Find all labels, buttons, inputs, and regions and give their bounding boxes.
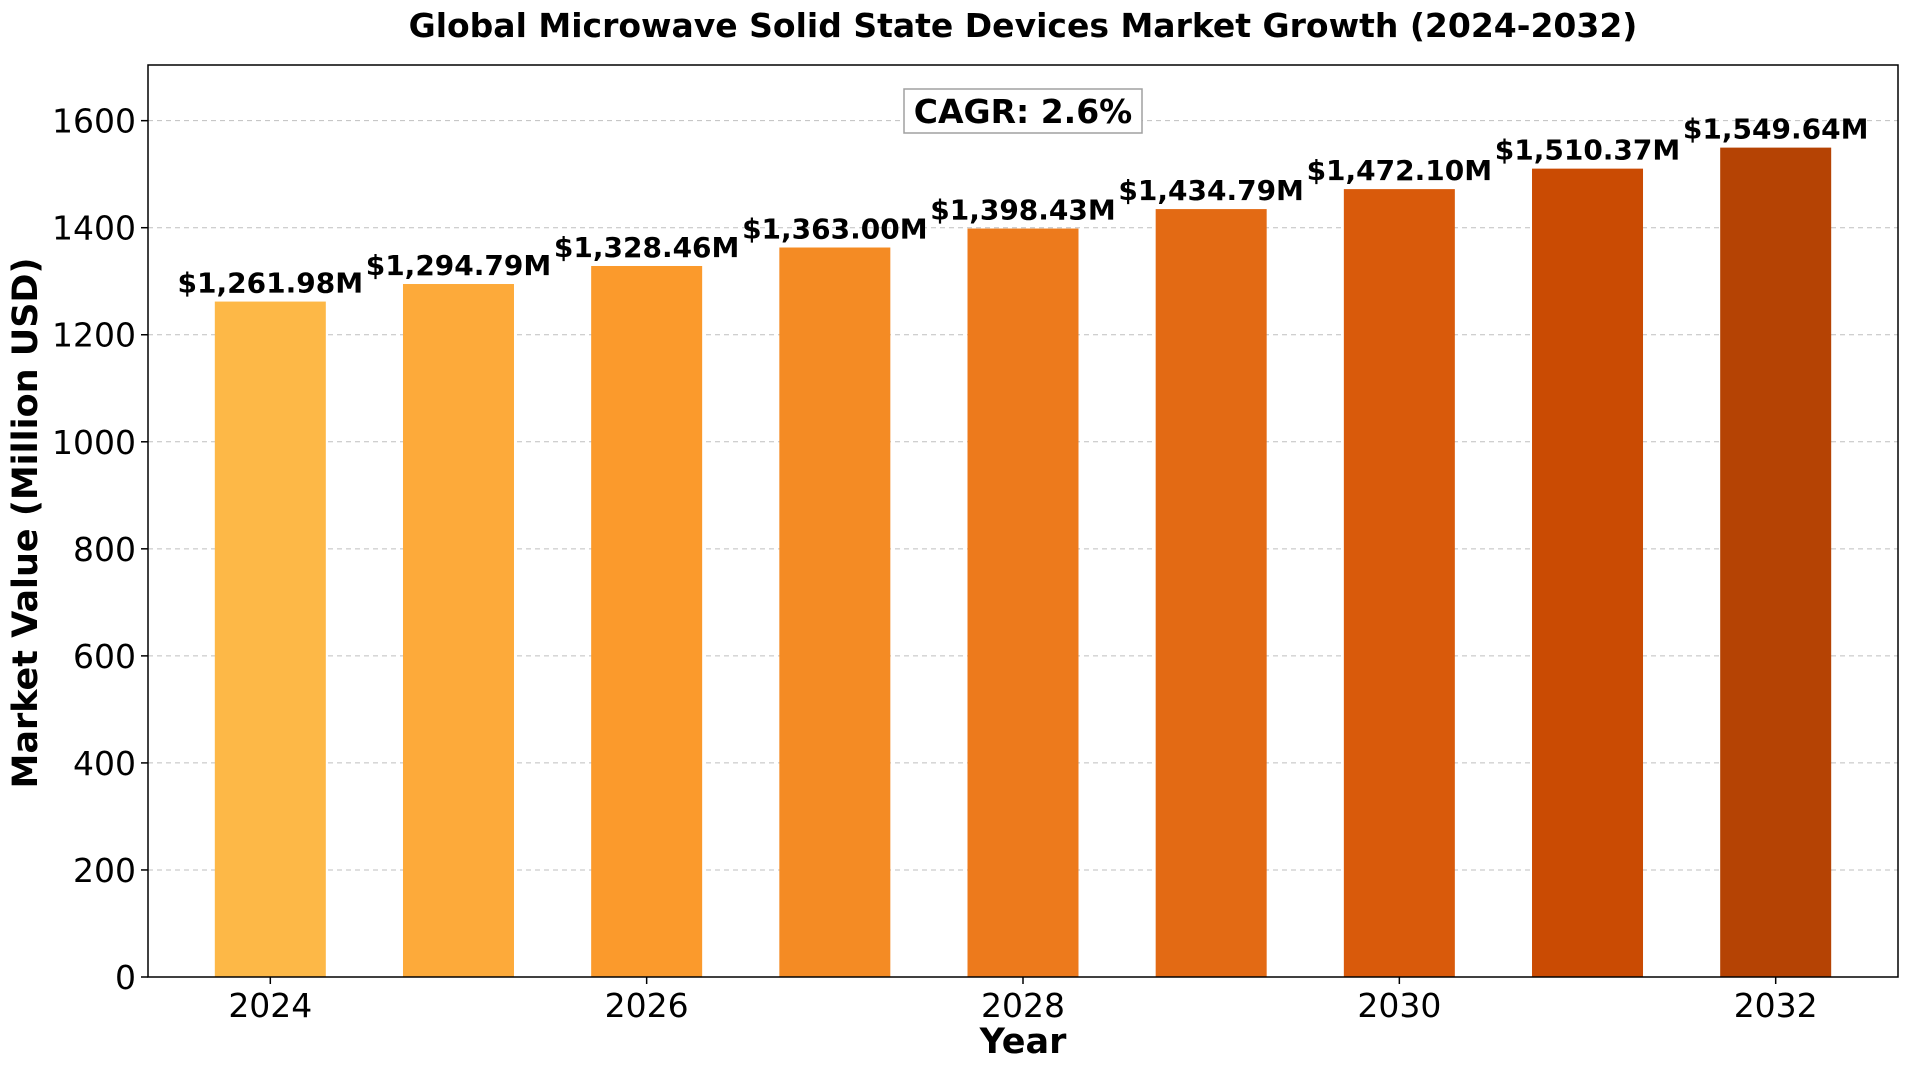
data-label-2030: $1,472.10M	[1307, 154, 1493, 187]
cagr-annotation-text: CAGR: 2.6%	[914, 92, 1132, 131]
data-labels: $1,261.98M$1,294.79M$1,328.46M$1,363.00M…	[178, 113, 1869, 300]
x-tick-label: 2026	[605, 986, 689, 1025]
data-label-2031: $1,510.37M	[1495, 134, 1681, 167]
x-tick-label: 2030	[1357, 986, 1441, 1025]
data-label-2024: $1,261.98M	[178, 267, 364, 300]
y-tick-label: 1200	[52, 316, 136, 355]
x-axis-ticks: 2024 2026 2028 2030 2032	[228, 977, 1818, 1025]
y-tick-label: 1000	[52, 423, 136, 462]
bar-2024	[214, 301, 326, 977]
y-tick-label: 800	[73, 530, 136, 569]
y-tick-label: 0	[115, 958, 136, 997]
y-tick-label: 400	[73, 744, 136, 783]
bar-2032	[1720, 147, 1832, 977]
chart-title: Global Microwave Solid State Devices Mar…	[409, 6, 1638, 45]
bar-2027	[779, 247, 891, 977]
y-axis-ticks: 0 200 400 600 800 1000 1200 1400 1600	[52, 102, 148, 997]
data-label-2026: $1,328.46M	[554, 231, 740, 264]
data-label-2027: $1,363.00M	[742, 213, 928, 246]
bar-2026	[591, 265, 703, 977]
y-tick-label: 200	[73, 851, 136, 890]
data-label-2028: $1,398.43M	[930, 194, 1116, 227]
x-tick-label: 2024	[228, 986, 312, 1025]
x-tick-label: 2032	[1734, 986, 1818, 1025]
bar-2031	[1532, 168, 1644, 978]
y-tick-label: 600	[73, 637, 136, 676]
bar-2028	[967, 228, 1079, 978]
bar-2025	[402, 284, 514, 977]
y-axis-label: Market Value (Million USD)	[6, 258, 46, 789]
cagr-annotation: CAGR: 2.6%	[903, 88, 1143, 134]
y-tick-label: 1600	[52, 102, 136, 141]
bar-2030	[1343, 189, 1455, 978]
cagr-annotation-box	[903, 88, 1143, 134]
data-label-2029: $1,434.79M	[1118, 174, 1304, 207]
x-tick-label: 2028	[981, 986, 1065, 1025]
y-tick-label: 1400	[52, 209, 136, 248]
x-axis-label: Year	[979, 1022, 1067, 1062]
data-label-2025: $1,294.79M	[366, 249, 552, 282]
bar-2029	[1155, 209, 1267, 977]
bars	[214, 147, 1832, 978]
data-label-2032: $1,549.64M	[1683, 113, 1869, 146]
